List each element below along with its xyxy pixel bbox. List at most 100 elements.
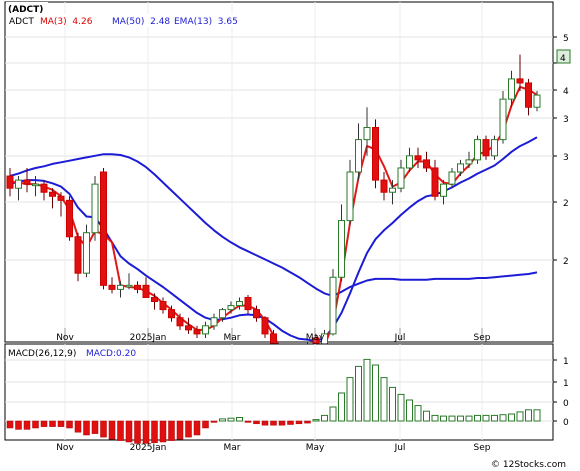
macd-bar	[440, 415, 447, 422]
watermark: © 12Stocks.com	[491, 460, 566, 470]
candle	[125, 273, 133, 290]
candle-body	[23, 179, 31, 185]
macd-bar	[185, 420, 192, 438]
candle-body	[253, 309, 260, 319]
candle	[227, 301, 235, 314]
candle-body	[108, 284, 116, 290]
macd-bar	[15, 420, 22, 430]
macd-bar	[363, 358, 371, 422]
macd-bar	[253, 420, 260, 425]
candle-body	[100, 171, 107, 286]
macd-bar	[142, 420, 150, 444]
candle-body	[414, 155, 422, 161]
macd-bar	[108, 420, 116, 440]
macd-bar	[91, 420, 99, 434]
macd-bar	[474, 414, 481, 422]
macd-bar	[287, 420, 294, 425]
price-y-tick-label: 5	[563, 34, 569, 44]
candle-body	[193, 329, 201, 335]
macd-bars-layer	[6, 358, 541, 444]
macd-bar	[40, 420, 48, 427]
macd-bar	[482, 414, 490, 422]
candle-body	[57, 195, 65, 201]
candle-body	[397, 167, 405, 189]
macd-bar	[210, 420, 218, 423]
candle	[15, 176, 22, 201]
candle-body	[6, 175, 14, 189]
candle	[363, 107, 371, 156]
price-y-tick-label: 4	[563, 87, 569, 97]
candle	[159, 297, 167, 314]
macd-x-tick-label: Nov	[56, 443, 74, 453]
candle	[236, 297, 243, 310]
price-grid	[5, 2, 553, 342]
macd-panel: 1 1 0 0 Nov 2025Jan Mar May Jul Sep MACD(26,12,9…	[4, 343, 569, 453]
last-price-badge: 4	[556, 49, 571, 64]
candle-body	[219, 309, 226, 319]
candle	[525, 78, 532, 116]
candle-body	[117, 284, 124, 290]
candle	[423, 151, 430, 172]
price-x-axis: Nov 2025Jan Mar May Jul Sep	[56, 328, 491, 343]
candle	[91, 176, 99, 241]
candle-body	[15, 179, 22, 189]
candle-body	[185, 325, 192, 331]
price-panel: 5 4 3 3 2 2 Nov 2025Jan Mar May Jul Sep (ADCT) ADC…	[4, 1, 571, 373]
macd-bar	[321, 414, 328, 422]
candle	[151, 293, 158, 310]
candle	[338, 204, 345, 282]
macd-legend-label: MACD(26,12,9)	[8, 349, 76, 359]
candle	[202, 321, 209, 338]
legend-ma50: MA(50) 2.48	[112, 17, 170, 27]
candle-body	[516, 78, 524, 84]
macd-bar	[380, 377, 388, 422]
candle	[440, 180, 447, 205]
macd-bar	[168, 420, 175, 441]
macd-bar	[516, 411, 524, 422]
candle	[83, 224, 90, 278]
candle-body	[125, 284, 133, 288]
macd-bar	[389, 386, 396, 422]
candle-body	[91, 183, 99, 234]
legend-ma3: MA(3) 4.26	[40, 17, 93, 27]
candle	[457, 159, 464, 177]
candle	[482, 135, 490, 160]
candle	[448, 167, 456, 189]
candle	[134, 281, 141, 294]
macd-bar	[270, 420, 277, 426]
candle-body	[261, 317, 269, 335]
price-panel-frame	[4, 1, 554, 343]
macd-bar	[227, 417, 235, 422]
macd-bar	[431, 414, 439, 422]
macd-y-tick-label: 0	[563, 418, 569, 428]
candle	[533, 91, 541, 112]
macd-bar	[134, 420, 141, 444]
macd-bar	[457, 415, 464, 422]
candle-body	[363, 126, 371, 141]
candle	[261, 316, 269, 338]
candle-body	[355, 139, 362, 173]
candle-body	[372, 126, 379, 181]
macd-bar	[176, 420, 184, 440]
macd-bar	[57, 420, 65, 427]
candle	[40, 180, 48, 201]
price-y-tick-label: 2	[563, 257, 569, 267]
candle-body	[159, 301, 167, 311]
candle-body	[491, 139, 498, 157]
candle	[406, 147, 413, 172]
candle-body	[142, 284, 150, 298]
macd-bar	[499, 414, 507, 422]
macd-bar	[202, 420, 209, 429]
macd-bar	[448, 415, 456, 422]
candle	[329, 269, 337, 336]
macd-bar	[397, 393, 405, 422]
macd-bar	[32, 420, 39, 429]
macd-x-tick-label: May	[306, 443, 325, 453]
candle	[142, 277, 150, 298]
candle-body	[151, 296, 158, 303]
candle-body	[474, 139, 481, 161]
macd-bar	[151, 420, 158, 443]
candle	[516, 54, 524, 92]
candle-body	[168, 309, 175, 319]
